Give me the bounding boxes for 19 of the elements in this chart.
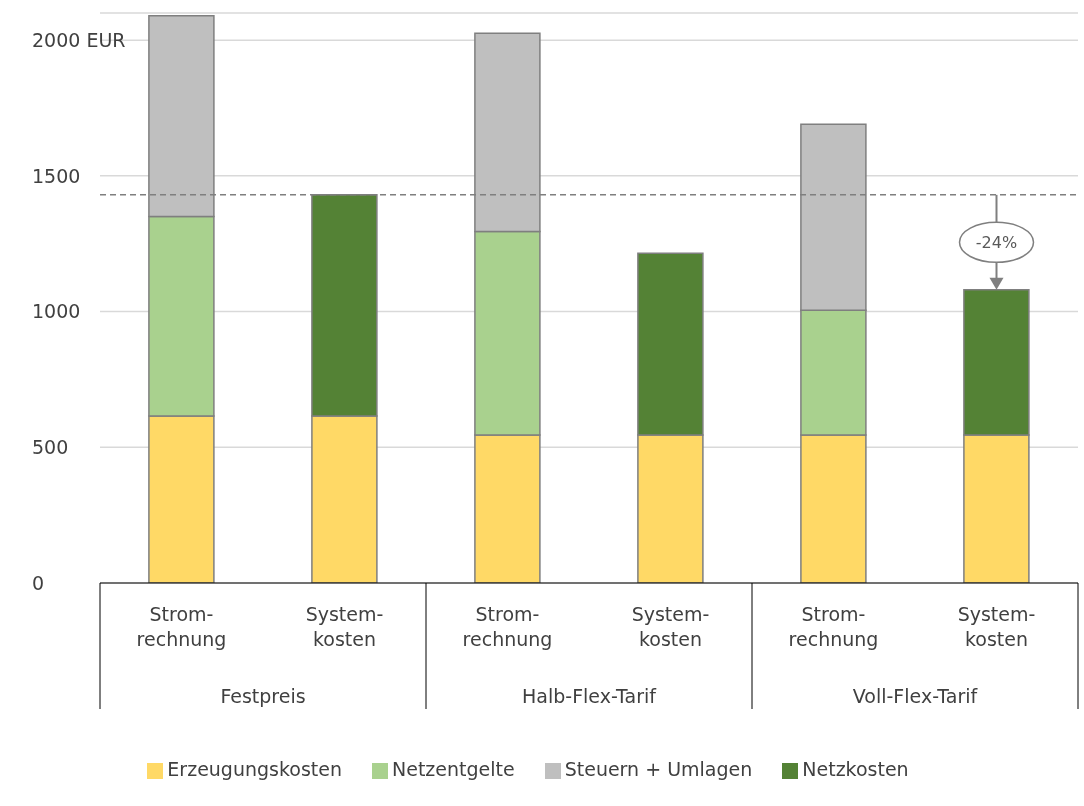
legend-label: Steuern + Umlagen [564, 758, 753, 780]
text: Festpreis [220, 685, 306, 707]
text: Voll-Flex-Tarif [852, 685, 979, 707]
annotation: -24% [975, 233, 1018, 253]
legend-label: Netzkosten [802, 758, 909, 780]
y-tick-label: 0 [32, 571, 45, 594]
x-tick-label: System- kosten [631, 603, 710, 650]
legend-label: Erzeugungskosten [167, 758, 342, 780]
y-tick-label: 500 [32, 436, 69, 459]
x-tick-label: Strom- rechnung [136, 603, 227, 650]
x-tick-label: Strom- rechnung [462, 603, 553, 650]
y-tick-label: 2000 EUR [32, 28, 126, 51]
x-tick-label: System- kosten [305, 603, 384, 650]
y-tick-label: 1000 [32, 300, 81, 323]
x-tick-label: Strom- rechnung [788, 603, 879, 650]
legend-label: Netzentgelte [392, 758, 515, 780]
text: Halb-Flex-Tarif [522, 685, 658, 707]
y-tick-label: 1500 [32, 164, 81, 187]
x-tick-label: System- kosten [957, 603, 1036, 650]
